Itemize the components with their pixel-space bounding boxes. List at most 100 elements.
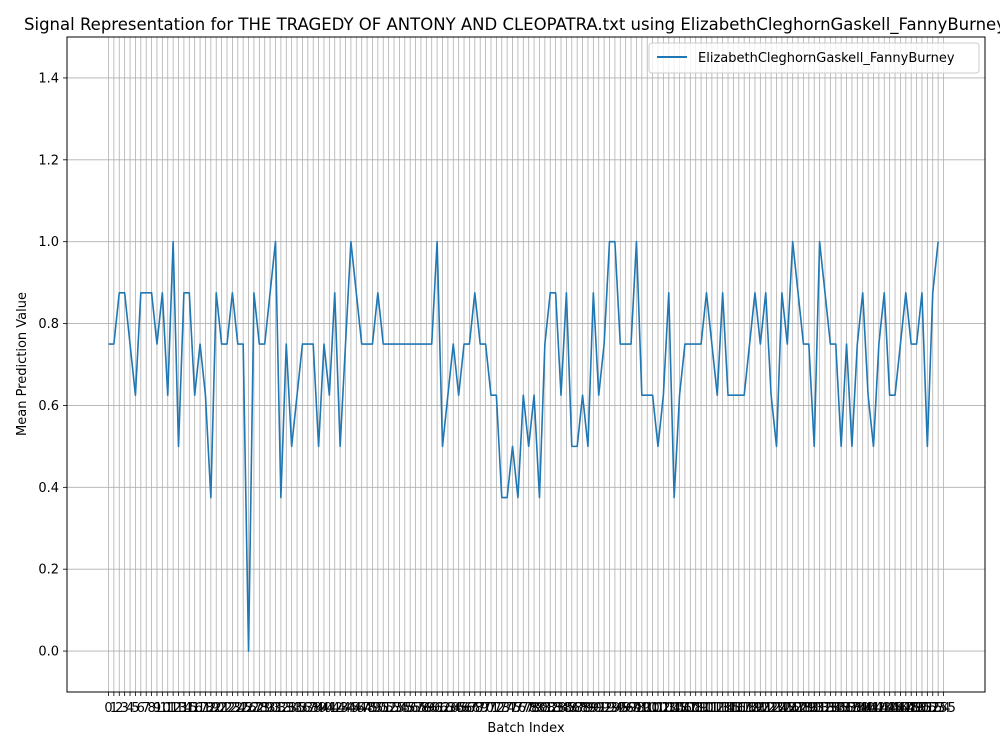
x-tick-label: 35 (289, 701, 306, 716)
x-tick-label: 66 (456, 701, 473, 716)
x-tick-label: 100 (635, 701, 660, 716)
x-tick-label: 130 (796, 701, 821, 716)
x-tick-label: 14 (176, 701, 193, 716)
x-tick-label: 95 (612, 701, 629, 716)
x-tick-label: 68 (467, 701, 484, 716)
x-tick-label: 6 (137, 701, 145, 716)
x-gridlines (108, 37, 944, 692)
x-tick-label: 83 (547, 701, 564, 716)
x-tick-label: 69 (472, 701, 489, 716)
x-tick-label: 58 (413, 701, 430, 716)
x-tick-label: 86 (564, 701, 581, 716)
y-gridlines (67, 77, 985, 652)
x-tick-label: 25 (235, 701, 252, 716)
x-tick-label: 57 (407, 701, 424, 716)
x-tick-label: 118 (732, 701, 757, 716)
y-tick-label: 1.2 (38, 153, 59, 168)
x-tick-label: 48 (359, 701, 376, 716)
x-tick-label: 27 (246, 701, 263, 716)
x-tick-label: 74 (499, 701, 516, 716)
y-axis-ticks: 0.0 0.2 0.4 0.6 0.8 1.0 1.2 1.4 (38, 71, 67, 660)
x-tick-label: 3 (121, 701, 129, 716)
x-tick-label: 90 (585, 701, 602, 716)
x-tick-label: 82 (542, 701, 559, 716)
x-tick-label: 75 (504, 701, 521, 716)
x-tick-label: 115 (716, 701, 741, 716)
x-tick-label: 106 (667, 701, 692, 716)
x-tick-label: 13 (170, 701, 187, 716)
x-tick-label: 56 (402, 701, 419, 716)
x-tick-label: 12 (165, 701, 182, 716)
x-tick-label: 135 (823, 701, 848, 716)
x-tick-label: 78 (520, 701, 537, 716)
x-tick-label: 37 (300, 701, 317, 716)
x-tick-label: 102 (646, 701, 671, 716)
x-tick-label: 136 (829, 701, 854, 716)
x-tick-label: 36 (294, 701, 311, 716)
x-tick-label: 34 (283, 701, 300, 716)
x-tick-label: 114 (710, 701, 735, 716)
x-tick-label: 47 (353, 701, 370, 716)
x-tick-label: 8 (147, 701, 155, 716)
x-tick-label: 128 (786, 701, 811, 716)
x-tick-label: 88 (574, 701, 591, 716)
x-tick-label: 46 (348, 701, 365, 716)
x-tick-label: 17 (192, 701, 209, 716)
x-tick-label: 9 (153, 701, 161, 716)
x-tick-label: 133 (813, 701, 838, 716)
x-tick-label: 54 (391, 701, 408, 716)
x-tick-label: 113 (705, 701, 730, 716)
x-tick-label: 63 (440, 701, 457, 716)
x-tick-label: 15 (181, 701, 198, 716)
x-tick-label: 147 (888, 701, 913, 716)
y-tick-label: 1.0 (38, 235, 59, 250)
x-tick-label: 28 (251, 701, 268, 716)
x-tick-label: 153 (920, 701, 945, 716)
x-tick-label: 39 (310, 701, 327, 716)
x-tick-label: 59 (418, 701, 435, 716)
x-tick-label: 4 (126, 701, 134, 716)
x-tick-label: 121 (748, 701, 773, 716)
x-tick-label: 20 (208, 701, 225, 716)
x-tick-label: 142 (861, 701, 886, 716)
x-tick-label: 112 (699, 701, 724, 716)
x-tick-label: 101 (640, 701, 665, 716)
x-tick-label: 137 (834, 701, 859, 716)
x-tick-label: 144 (872, 701, 897, 716)
x-tick-label: 145 (877, 701, 902, 716)
axes-frame (66, 36, 986, 693)
x-tick-label: 84 (553, 701, 570, 716)
x-tick-label: 109 (683, 701, 708, 716)
y-axis-label: Mean Prediction Value (15, 292, 30, 436)
legend-box (648, 42, 980, 74)
x-tick-label: 2 (115, 701, 123, 716)
x-tick-label: 119 (737, 701, 762, 716)
y-tick-label: 0.4 (38, 481, 59, 496)
x-tick-label: 30 (262, 701, 279, 716)
y-tick-label: 0.0 (38, 645, 59, 660)
x-tick-label: 24 (230, 701, 247, 716)
x-tick-label: 103 (651, 701, 676, 716)
x-tick-label: 71 (483, 701, 500, 716)
x-tick-label: 70 (477, 701, 494, 716)
x-tick-label: 50 (370, 701, 387, 716)
x-tick-label: 116 (721, 701, 746, 716)
x-tick-label: 94 (607, 701, 624, 716)
x-tick-label: 123 (759, 701, 784, 716)
x-tick-label: 99 (634, 701, 651, 716)
x-tick-label: 1 (110, 701, 118, 716)
x-tick-label: 139 (845, 701, 870, 716)
legend: ElizabethCleghornGaskell_FannyBurney (648, 42, 980, 74)
x-tick-label: 132 (807, 701, 832, 716)
x-tick-label: 72 (488, 701, 505, 716)
x-tick-label: 41 (321, 701, 338, 716)
x-tick-label: 0 (104, 701, 112, 716)
x-tick-label: 98 (628, 701, 645, 716)
x-tick-label: 18 (197, 701, 214, 716)
x-tick-label: 22 (219, 701, 236, 716)
x-tick-label: 49 (364, 701, 381, 716)
x-tick-label: 53 (386, 701, 403, 716)
series-line (108, 240, 939, 652)
x-tick-label: 138 (840, 701, 865, 716)
